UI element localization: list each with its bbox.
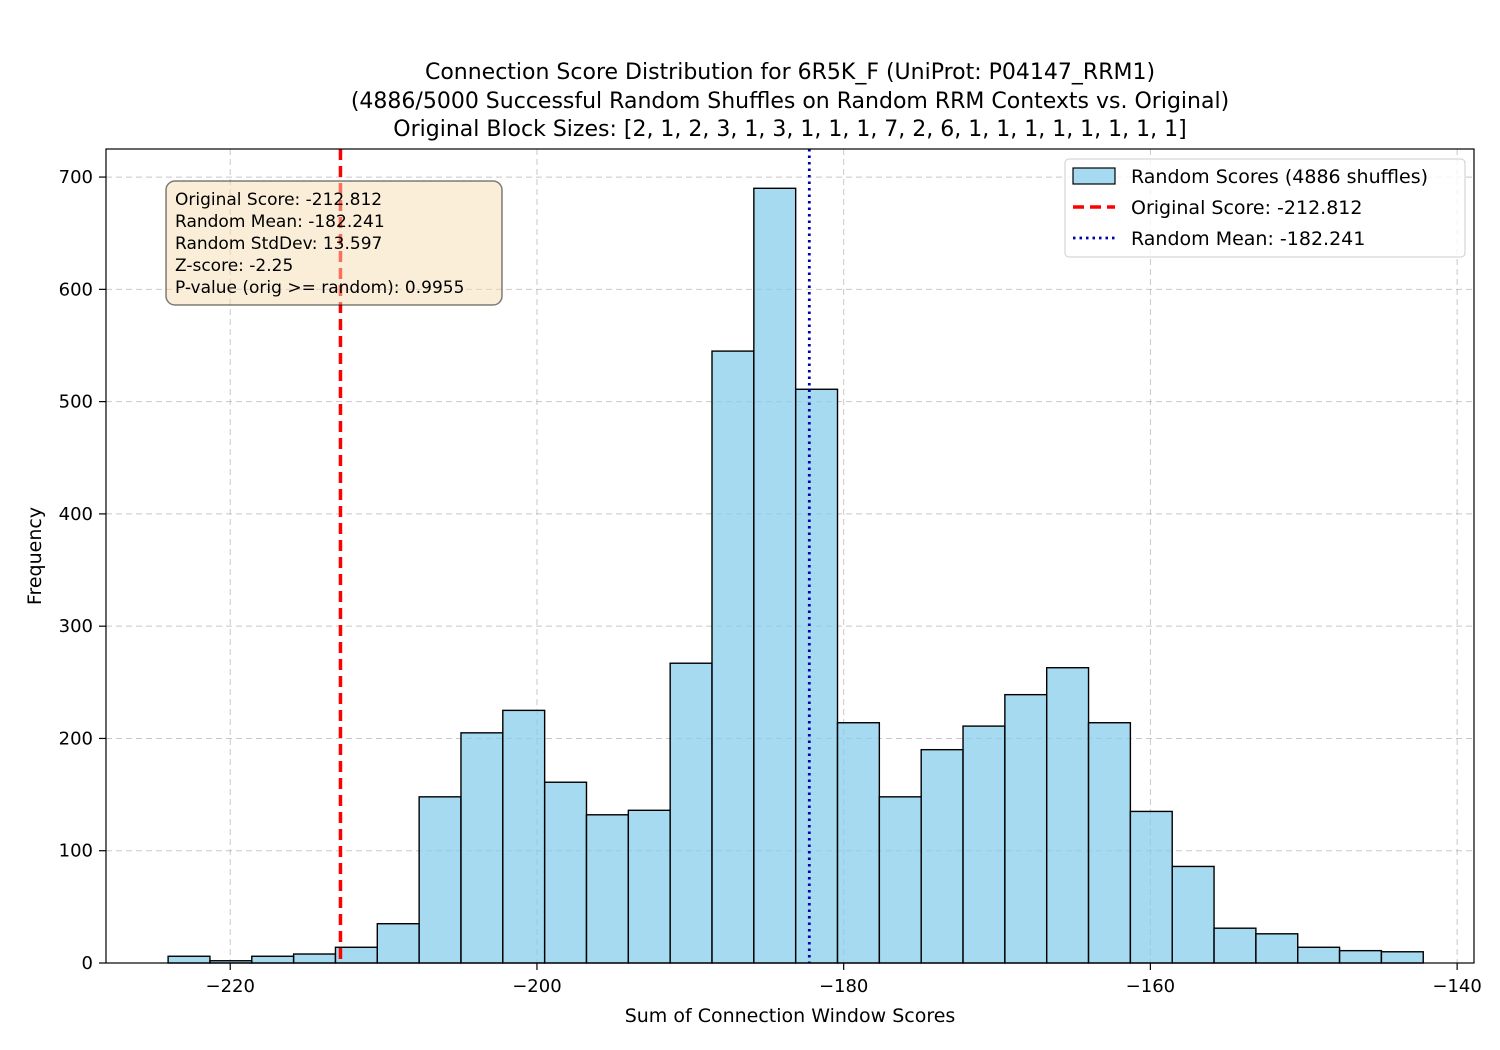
- histogram-bar-27: [1297, 946, 1341, 964]
- histogram-bar-26: [1255, 933, 1299, 964]
- histogram-bar-25: [1213, 927, 1257, 964]
- plot-frame: [105, 148, 1475, 964]
- legend-label-original-score: Original Score: -212.812: [1131, 197, 1362, 219]
- histogram-bar-28: [1338, 949, 1383, 964]
- histogram-bars: [167, 187, 1424, 964]
- y-tick-label-1: 100: [59, 841, 93, 862]
- y-axis-label: Frequency: [24, 507, 46, 605]
- histogram-bar-2: [251, 955, 295, 964]
- x-axis-label: Sum of Connection Window Scores: [625, 1005, 956, 1027]
- x-tick-label-1: −200: [512, 976, 561, 997]
- histogram-bar-21: [1045, 667, 1090, 964]
- title-line-3: Original Block Sizes: [2, 1, 2, 3, 1, 3,…: [393, 117, 1186, 142]
- legend-swatch-random-scores: [1072, 167, 1116, 185]
- stats-random-stddev: Random StdDev: 13.597: [175, 234, 382, 254]
- histogram-bar-8: [502, 709, 546, 964]
- histogram-bar-20: [1004, 693, 1048, 964]
- histogram-bar-0: [167, 955, 211, 964]
- histogram-bar-10: [585, 814, 630, 964]
- y-tick-label-7: 700: [59, 167, 93, 188]
- y-axis-ticks: 0 100 200 300 400 500 600 700: [59, 167, 106, 974]
- histogram-bar-22: [1087, 722, 1132, 964]
- title-line-2: (4886/5000 Successful Random Shuffles on…: [351, 89, 1229, 114]
- reference-lines: [338, 149, 811, 963]
- y-tick-label-3: 300: [59, 616, 93, 637]
- stats-random-mean: Random Mean: -182.241: [175, 212, 385, 232]
- histogram-bar-6: [418, 796, 462, 964]
- stats-z-score: Z-score: -2.25: [175, 256, 293, 276]
- x-tick-label-4: −140: [1432, 976, 1481, 997]
- histogram-bar-17: [878, 796, 922, 964]
- chart-title: Connection Score Distribution for 6R5K_F…: [351, 60, 1229, 142]
- y-tick-label-4: 400: [59, 504, 93, 525]
- y-tick-label-2: 200: [59, 728, 93, 749]
- x-tick-label-0: −220: [205, 976, 254, 997]
- histogram-bar-16: [836, 722, 881, 964]
- stats-box-background: [165, 180, 503, 306]
- histogram-bar-19: [962, 725, 1006, 964]
- x-tick-label-2: −180: [819, 976, 868, 997]
- legend-label-random-scores: Random Scores (4886 shuffles): [1131, 166, 1428, 188]
- y-tick-label-5: 500: [59, 392, 93, 413]
- histogram-bar-14: [753, 187, 797, 964]
- stats-original-score: Original Score: -212.812: [175, 190, 382, 210]
- histogram-bar-3: [292, 953, 337, 964]
- title-line-1: Connection Score Distribution for 6R5K_F…: [425, 60, 1155, 85]
- legend-frame: [1064, 158, 1466, 258]
- histogram-bar-5: [376, 923, 420, 964]
- legend: Random Scores (4886 shuffles) Original S…: [1064, 158, 1466, 258]
- histogram-bar-9: [543, 781, 588, 964]
- y-tick-label-0: 0: [82, 953, 93, 974]
- histogram-bar-24: [1171, 865, 1215, 964]
- histogram-bar-7: [460, 732, 504, 964]
- x-tick-label-3: −160: [1126, 976, 1175, 997]
- histogram-bar-23: [1129, 810, 1173, 964]
- histogram-bar-15: [794, 388, 839, 964]
- histogram-bar-29: [1380, 951, 1424, 964]
- y-tick-label-6: 600: [59, 279, 93, 300]
- histogram-bar-11: [627, 809, 671, 964]
- histogram-bar-18: [920, 748, 964, 964]
- x-axis-ticks: −220 −200 −180 −160 −140: [205, 963, 1482, 997]
- legend-label-random-mean: Random Mean: -182.241: [1131, 228, 1365, 250]
- stats-box: Original Score: -212.812 Random Mean: -1…: [165, 180, 503, 306]
- histogram-bar-12: [669, 662, 713, 964]
- stats-p-value: P-value (orig >= random): 0.9955: [175, 278, 464, 298]
- histogram-bar-13: [711, 350, 755, 964]
